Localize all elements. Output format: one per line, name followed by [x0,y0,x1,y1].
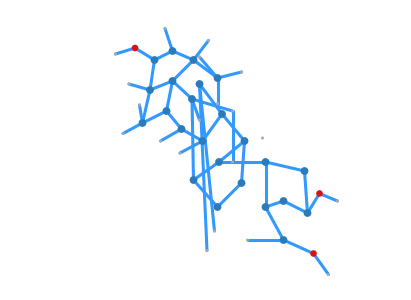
Circle shape [206,249,208,252]
Circle shape [132,45,138,51]
Circle shape [240,137,248,145]
Circle shape [150,56,158,64]
Circle shape [122,132,125,135]
Circle shape [261,136,264,140]
Circle shape [240,70,243,74]
Circle shape [199,137,206,145]
Circle shape [327,273,330,276]
Circle shape [159,140,162,142]
Circle shape [215,158,223,166]
Circle shape [189,176,197,184]
Circle shape [279,236,287,244]
Circle shape [198,56,201,58]
Circle shape [189,56,197,64]
Circle shape [138,103,141,106]
Circle shape [261,203,269,211]
Circle shape [178,125,185,133]
Circle shape [207,39,210,42]
Circle shape [216,102,219,105]
Circle shape [300,167,308,175]
Circle shape [146,86,154,94]
Circle shape [214,74,222,82]
Circle shape [231,110,234,112]
Circle shape [169,47,176,55]
Circle shape [139,119,146,127]
Circle shape [261,158,269,166]
Circle shape [218,110,226,118]
Circle shape [164,27,166,30]
Circle shape [336,200,339,202]
Circle shape [213,230,216,232]
Circle shape [188,95,196,103]
Circle shape [279,197,287,205]
Circle shape [163,107,171,115]
Circle shape [169,77,176,85]
Circle shape [127,82,131,85]
Circle shape [316,190,323,197]
Circle shape [114,52,117,56]
Circle shape [231,160,234,164]
Circle shape [214,203,222,211]
Circle shape [196,80,203,88]
Circle shape [238,179,245,187]
Circle shape [178,152,182,154]
Circle shape [304,209,312,217]
Circle shape [246,238,249,242]
Circle shape [198,118,201,122]
Circle shape [310,250,317,257]
